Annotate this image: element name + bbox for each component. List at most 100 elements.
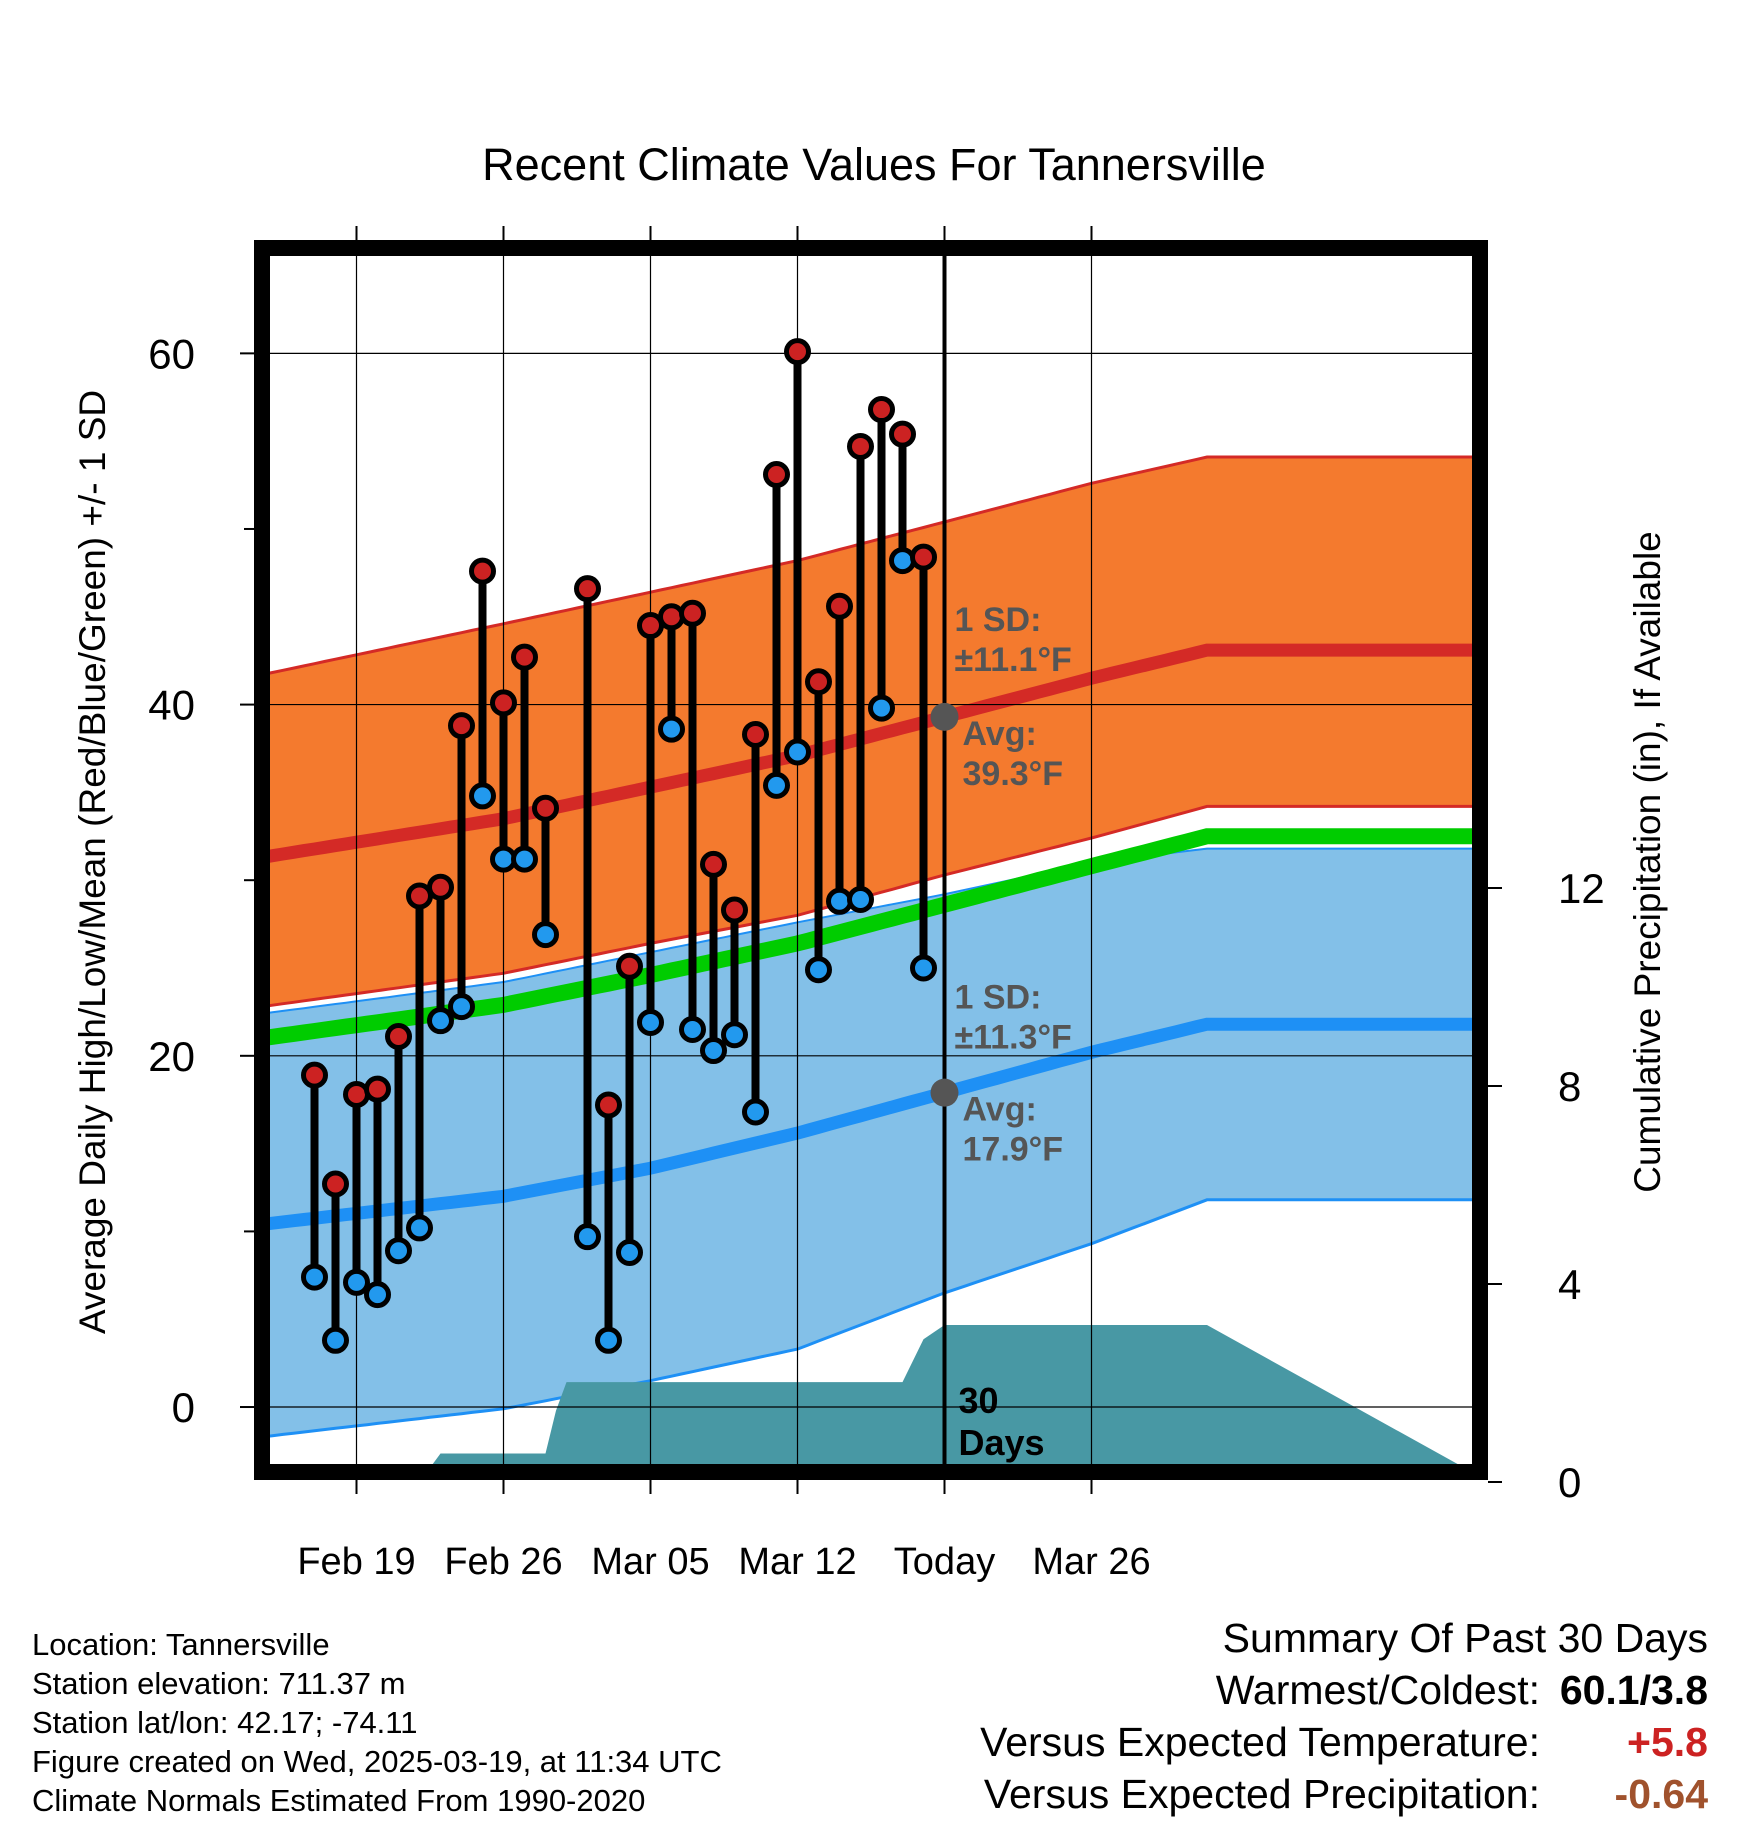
daily-low-marker bbox=[343, 1268, 370, 1296]
y-tick-label: 20 bbox=[148, 1033, 195, 1080]
normal-annotation-line: 17.9°F bbox=[963, 1131, 1064, 1169]
warmest-coldest-label: Warmest/Coldest: bbox=[1215, 1667, 1540, 1713]
daily-low-marker bbox=[616, 1238, 643, 1266]
daily-high-marker bbox=[868, 396, 895, 424]
daily-high-marker bbox=[721, 896, 748, 924]
summary-panel: Summary Of Past 30 Days Warmest/Coldest:… bbox=[980, 1612, 1708, 1820]
daily-high-marker bbox=[385, 1022, 412, 1050]
y-tick-label: 60 bbox=[148, 330, 195, 377]
created-text: Figure created on Wed, 2025-03-19, at 11… bbox=[32, 1744, 722, 1779]
y-tick-label: 0 bbox=[172, 1384, 195, 1431]
station-info: Location: Tannersville Station elevation… bbox=[32, 1625, 722, 1820]
normal-annotation: Avg: 39.3°F bbox=[963, 715, 1064, 793]
x-tick-label: Feb 19 bbox=[297, 1541, 415, 1583]
y2-tick-label: 0 bbox=[1558, 1459, 1581, 1506]
x-tick-label: Today bbox=[894, 1541, 995, 1583]
daily-low-marker bbox=[742, 1098, 769, 1126]
normal-annotation-line: 1 SD: bbox=[955, 979, 1042, 1017]
daily-high-marker bbox=[742, 720, 769, 748]
y2-axis-label: Cumulative Precipitation (in), If Availa… bbox=[1627, 531, 1668, 1193]
location-text: Location: Tannersville bbox=[32, 1627, 330, 1662]
daily-high-marker bbox=[763, 461, 790, 489]
today-window-label-line: Days bbox=[959, 1422, 1045, 1463]
low-normal-line bbox=[262, 1017, 1480, 1231]
precip-departure-row: Versus Expected Precipitation: -0.64 bbox=[980, 1768, 1708, 1820]
normal-annotation-line: ±11.3°F bbox=[955, 1019, 1072, 1057]
y2-tick-label: 8 bbox=[1558, 1063, 1581, 1110]
daily-high-marker bbox=[826, 592, 853, 620]
warmest-coldest-value: 60.1/3.8 bbox=[1559, 1667, 1708, 1713]
climate-chart: Recent Climate Values For Tannersville 3… bbox=[72, 139, 1668, 1600]
temp-departure-value: +5.8 bbox=[1627, 1719, 1708, 1765]
daily-high-marker bbox=[574, 575, 601, 603]
temp-departure-label: Versus Expected Temperature: bbox=[980, 1719, 1540, 1765]
daily-high-marker bbox=[364, 1075, 391, 1103]
warmest-coldest-row: Warmest/Coldest: 60.1/3.8 bbox=[980, 1664, 1708, 1716]
daily-high-marker bbox=[805, 668, 832, 696]
daily-low-marker bbox=[868, 694, 895, 722]
daily-high-marker bbox=[700, 850, 727, 878]
y-axis-label: Average Daily High/Low/Mean (Red/Blue/Gr… bbox=[72, 390, 113, 1334]
daily-high-marker bbox=[784, 338, 811, 366]
normal-annotation-line: 39.3°F bbox=[963, 755, 1064, 793]
y2-tick-label: 4 bbox=[1558, 1261, 1581, 1308]
daily-low-marker bbox=[700, 1037, 727, 1065]
daily-high-marker bbox=[595, 1091, 622, 1119]
daily-high-marker bbox=[490, 689, 517, 717]
daily-low-marker bbox=[763, 771, 790, 799]
precip-departure-value: -0.64 bbox=[1614, 1771, 1708, 1817]
daily-high-marker bbox=[679, 599, 706, 627]
latlon-text: Station lat/lon: 42.17; -74.11 bbox=[32, 1705, 418, 1740]
low-sd-lower-edge bbox=[262, 1198, 1480, 1439]
daily-low-marker bbox=[322, 1326, 349, 1354]
daily-high-marker bbox=[448, 712, 475, 740]
x-tick-label: Mar 12 bbox=[738, 1541, 856, 1583]
temp-departure-row: Versus Expected Temperature: +5.8 bbox=[980, 1716, 1708, 1768]
daily-low-marker bbox=[784, 738, 811, 766]
x-tick-label: Mar 26 bbox=[1032, 1541, 1150, 1583]
x-axis-label: Day bbox=[838, 1593, 909, 1600]
today-low-normal-dot bbox=[930, 1078, 959, 1107]
daily-low-marker bbox=[847, 886, 874, 914]
daily-high-marker bbox=[616, 952, 643, 980]
elevation-text: Station elevation: 711.37 m bbox=[32, 1666, 406, 1701]
normals-text: Climate Normals Estimated From 1990-2020 bbox=[32, 1783, 646, 1818]
daily-high-marker bbox=[511, 643, 538, 671]
normal-annotation: 1 SD: ±11.3°F bbox=[955, 979, 1072, 1057]
daily-low-marker bbox=[910, 954, 937, 982]
normal-annotation-line: 1 SD: bbox=[955, 601, 1042, 639]
daily-low-marker bbox=[805, 956, 832, 984]
daily-high-marker bbox=[532, 794, 559, 822]
daily-high-marker bbox=[910, 543, 937, 571]
daily-high-marker bbox=[847, 432, 874, 460]
daily-low-marker bbox=[448, 993, 475, 1021]
daily-high-marker bbox=[322, 1170, 349, 1198]
normal-annotation-line: Avg: bbox=[963, 715, 1037, 753]
daily-low-marker bbox=[658, 715, 685, 743]
daily-low-marker bbox=[385, 1237, 412, 1265]
daily-low-marker bbox=[889, 547, 916, 575]
daily-low-marker bbox=[721, 1021, 748, 1049]
daily-low-marker bbox=[637, 1008, 664, 1036]
y-tick-label: 40 bbox=[148, 682, 195, 729]
daily-low-marker bbox=[511, 845, 538, 873]
normal-annotation-line: ±11.1°F bbox=[955, 641, 1072, 679]
today-window-label-line: 30 bbox=[959, 1380, 999, 1421]
daily-high-marker bbox=[343, 1080, 370, 1108]
daily-high-marker bbox=[889, 420, 916, 448]
daily-low-marker bbox=[427, 1007, 454, 1035]
daily-low-marker bbox=[406, 1214, 433, 1242]
daily-low-marker bbox=[574, 1223, 601, 1251]
normal-annotation-line: Avg: bbox=[963, 1091, 1037, 1129]
y2-tick-label: 12 bbox=[1558, 865, 1605, 912]
daily-high-marker bbox=[469, 557, 496, 585]
today-high-normal-dot bbox=[930, 702, 959, 731]
daily-high-marker bbox=[427, 873, 454, 901]
daily-low-marker bbox=[595, 1326, 622, 1354]
daily-high-marker bbox=[658, 603, 685, 631]
chart-title: Recent Climate Values For Tannersville bbox=[482, 139, 1266, 190]
daily-low-marker bbox=[679, 1015, 706, 1043]
daily-low-marker bbox=[469, 782, 496, 810]
